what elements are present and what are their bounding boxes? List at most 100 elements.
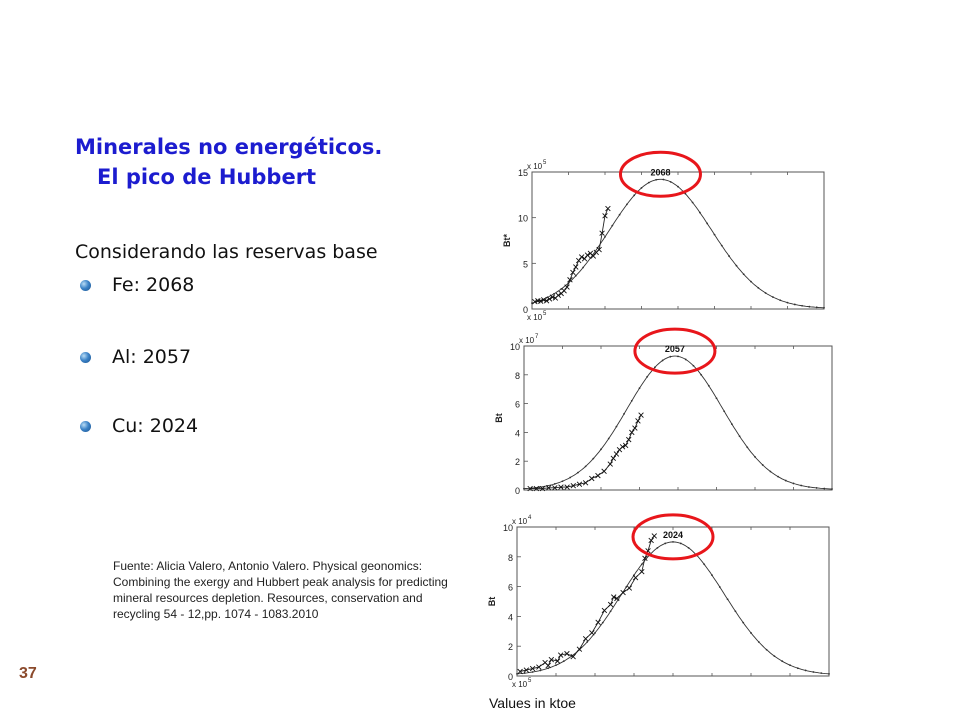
data-point-marker [599, 230, 605, 236]
data-point-marker [589, 475, 595, 482]
y-tick-label: 0 [515, 486, 520, 496]
data-point-marker [552, 485, 558, 491]
curve-marker [589, 257, 592, 259]
curve-marker [823, 487, 826, 490]
y-exponent-power: 7 [535, 334, 539, 340]
plot-frame [531, 171, 825, 310]
curve-marker [761, 464, 764, 466]
chart-al: 0 2 4 6 8 10x 10 7 Bt 2057 [494, 327, 833, 496]
curve-marker [764, 292, 767, 294]
data-point-marker [601, 468, 607, 474]
units-note: Values in ktoe [489, 695, 576, 711]
curve-marker [700, 373, 702, 376]
curve-marker [742, 273, 745, 276]
data-point-marker [570, 269, 576, 276]
data-point-marker [602, 213, 608, 219]
data-point-marker [648, 537, 654, 544]
curve-marker [742, 621, 745, 624]
curve-marker [754, 455, 756, 458]
curve-marker [687, 546, 690, 549]
y-tick-label: 4 [515, 428, 520, 438]
y-tick-label: 2 [515, 457, 520, 467]
data-point-marker [558, 484, 564, 490]
data-point-marker [523, 667, 530, 673]
curve-marker [531, 302, 533, 304]
x-exponent-label: x 10 [512, 680, 528, 689]
curve-marker [630, 399, 633, 402]
curve-marker [728, 255, 730, 257]
data-point-marker [613, 451, 620, 457]
curve-marker [828, 673, 830, 675]
curve-marker [757, 641, 760, 643]
curve-marker [769, 470, 772, 473]
data-point-marker [632, 425, 638, 431]
data-point-marker [605, 205, 611, 212]
curve-marker [823, 306, 825, 309]
curve-marker [539, 669, 542, 672]
y-exponent-power: 4 [528, 515, 532, 521]
curve-marker [547, 667, 550, 670]
y-tick-label: 6 [515, 400, 520, 410]
curve-marker [647, 181, 650, 184]
curve-marker [723, 410, 726, 413]
curve-marker [574, 274, 577, 277]
intro-text: Considerando las reservas base [75, 241, 378, 263]
data-point-marker [589, 630, 595, 636]
y-axis-label: Bt* [502, 234, 512, 247]
data-point-marker [607, 461, 613, 467]
curve-marker [623, 412, 625, 415]
data-point-marker [578, 254, 585, 260]
curve-marker [592, 457, 595, 460]
data-point-marker [576, 257, 582, 264]
bullet-dot-icon [80, 280, 91, 291]
data-point-marker [638, 412, 644, 418]
data-point-marker [517, 668, 523, 675]
curve-marker [720, 244, 723, 247]
curve-marker [672, 541, 674, 543]
slide-title-line2: El pico de Hubbert [97, 165, 317, 189]
data-point-marker [561, 288, 567, 294]
curve-marker [718, 586, 721, 588]
y-tick-label: 10 [503, 523, 513, 533]
data-point-marker [619, 444, 626, 450]
curve-marker [808, 486, 810, 488]
data-point-marker [543, 298, 550, 304]
data-point-marker [538, 298, 544, 304]
data-point-marker [632, 574, 639, 581]
y-exponent-power: 5 [543, 160, 547, 166]
data-point-marker [546, 296, 553, 302]
data-point-marker [620, 589, 626, 596]
curve-marker [786, 301, 789, 304]
plot-frame [516, 526, 830, 677]
curve-marker [677, 355, 679, 358]
x-exponent-power: 5 [543, 311, 547, 317]
curve-marker [654, 366, 656, 369]
curve-marker [523, 487, 525, 490]
curve-marker [789, 664, 791, 667]
curve-marker [815, 306, 818, 309]
data-point-marker [564, 484, 570, 490]
data-point-marker [545, 662, 551, 669]
curve-marker [586, 641, 589, 643]
data-point-marker [611, 594, 617, 600]
curve-marker [604, 235, 606, 238]
curve-marker [801, 304, 803, 307]
y-axis-label: Bt [494, 413, 504, 423]
data-point-marker [582, 636, 589, 642]
curve-marker [784, 479, 787, 482]
curve-marker [765, 648, 768, 651]
y-tick-label: 15 [518, 168, 528, 178]
data-point-marker [555, 292, 561, 299]
data-point-marker [564, 284, 570, 290]
curve-marker [655, 178, 657, 181]
curve-marker [640, 563, 643, 566]
curve-marker [679, 542, 682, 545]
curve-marker [523, 672, 526, 675]
curve-marker [538, 486, 541, 489]
peak-highlight-circle [618, 150, 702, 198]
curve-marker [669, 180, 672, 183]
plot-frame [523, 345, 833, 491]
curve-marker [664, 542, 667, 545]
curve-marker [804, 669, 807, 672]
